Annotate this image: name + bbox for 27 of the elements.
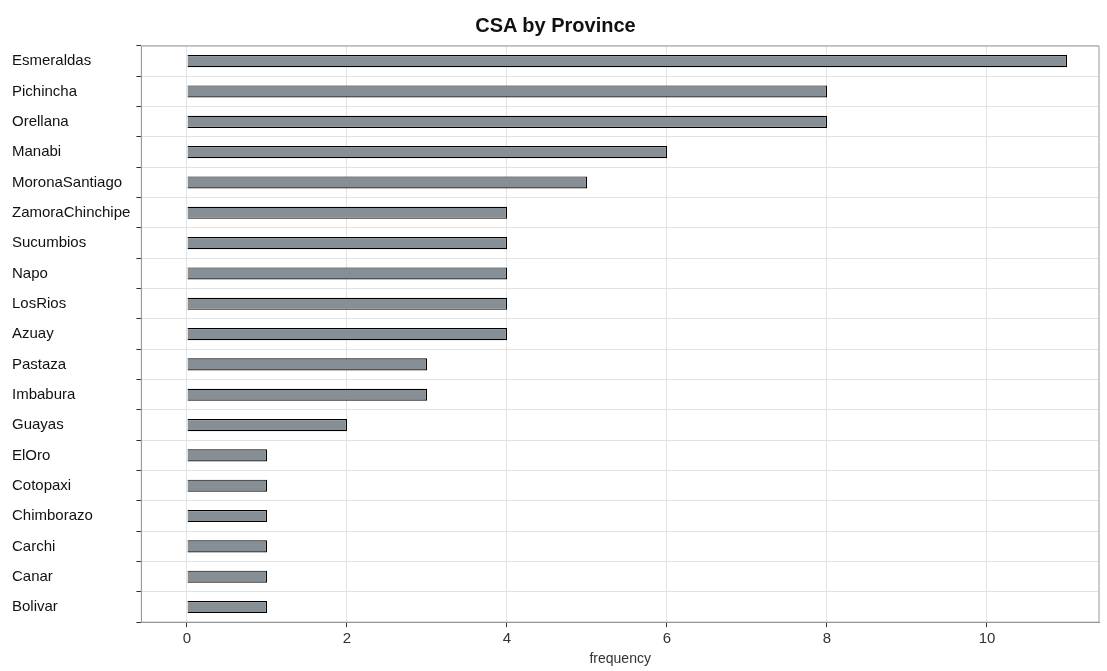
x-axis-title: frequency [589, 650, 651, 667]
y-tick-label: Pastaza [12, 354, 67, 372]
y-tick-label: Carchi [12, 536, 56, 554]
chart-title: CSA by Province [475, 13, 636, 36]
x-tick-label: 2 [342, 629, 352, 647]
y-tick-label: ElOro [12, 445, 51, 463]
y-tick-label: MoronaSantiago [12, 172, 123, 190]
y-tick-label: Cotopaxi [12, 475, 72, 493]
y-tick-label: Sucumbios [12, 233, 87, 251]
y-tick-label: Esmeraldas [12, 51, 92, 69]
x-tick-label: 10 [978, 629, 996, 647]
y-tick-label: Pichincha [12, 81, 78, 99]
y-tick-label: Orellana [12, 111, 70, 129]
y-tick-label: Chimborazo [12, 506, 93, 524]
y-tick-label: Bolivar [12, 597, 58, 615]
y-tick-label: ZamoraChinchipe [12, 202, 131, 220]
x-tick-label: 8 [822, 629, 832, 647]
y-tick-label: Napo [12, 263, 48, 281]
y-tick-label: Guayas [12, 415, 64, 433]
x-tick-label: 0 [182, 629, 192, 647]
x-tick-label: 6 [662, 629, 672, 647]
y-tick-label: Azuay [12, 324, 55, 342]
x-tick-label: 4 [502, 629, 512, 647]
y-tick-label: Canar [12, 566, 53, 584]
y-tick-label: LosRios [12, 293, 67, 311]
y-tick-label: Imbabura [12, 384, 77, 402]
y-tick-label: Manabi [12, 142, 62, 160]
